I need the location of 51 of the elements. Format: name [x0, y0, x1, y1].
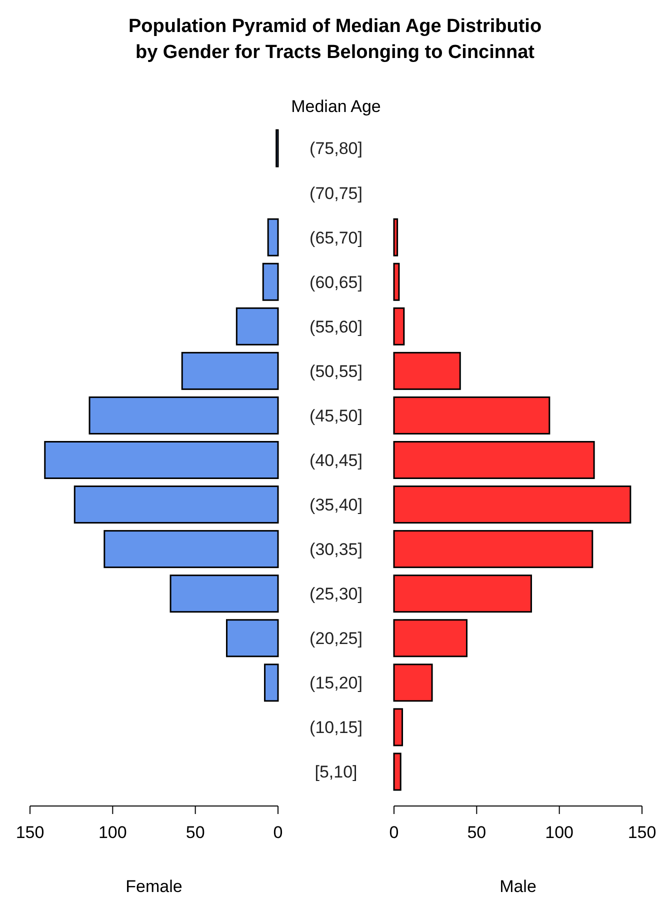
x-axis-title: Female	[126, 877, 182, 896]
bar	[393, 708, 404, 746]
y-tick-label: (30,35]	[310, 540, 362, 560]
x-tick-label: 50	[186, 823, 205, 842]
bar	[393, 262, 400, 301]
bar	[236, 307, 279, 346]
bar	[88, 396, 279, 434]
text: Population Pyramid of Median Age Distributio by Gender for Tracts Belonging to Cincinnat	[128, 16, 542, 63]
bar	[393, 664, 433, 702]
y-tick-label: (70,75]	[310, 184, 362, 203]
bar	[104, 530, 279, 568]
bar	[393, 752, 402, 791]
bar	[393, 486, 632, 524]
bar	[226, 619, 279, 658]
y-tick-label: [5,10]	[314, 762, 358, 782]
y-tick-label: (10,15]	[310, 718, 362, 738]
y-tick-label: (15,20]	[310, 674, 362, 693]
bar	[170, 574, 279, 613]
bar	[393, 619, 468, 658]
y-tick-label: (75,80]	[310, 139, 362, 158]
y-tick-label: (35,40]	[310, 495, 362, 514]
x-tick-label: 150	[628, 823, 656, 842]
bar	[181, 352, 279, 390]
y-tick-label: (25,30]	[310, 584, 362, 604]
x-tick-label: 0	[389, 823, 399, 842]
bar	[393, 218, 398, 256]
y-tick-label: (55,60]	[310, 317, 362, 336]
x-axis-title: Male	[500, 877, 536, 896]
bar	[44, 440, 279, 480]
bar	[264, 664, 279, 702]
y-tick-label: (50,55]	[310, 362, 362, 381]
y-tick-label: (20,25]	[310, 629, 362, 648]
y-tick-label: (40,45]	[310, 450, 362, 470]
y-tick-label: (45,50]	[310, 406, 362, 426]
x-tick-label: 150	[16, 823, 44, 842]
bar	[267, 218, 279, 256]
bar	[393, 440, 595, 480]
bar	[393, 574, 532, 613]
bar	[393, 396, 550, 434]
bar	[74, 486, 279, 524]
y-tick-label: (65,70]	[310, 228, 362, 248]
bar	[393, 307, 405, 346]
y-tick-label: (60,65]	[310, 272, 362, 292]
bar	[262, 262, 279, 301]
x-tick-label: 100	[98, 823, 127, 842]
x-tick-label: 0	[273, 823, 283, 842]
bar	[393, 530, 594, 568]
x-tick-label: 100	[545, 823, 574, 842]
bar	[393, 352, 461, 390]
y-axis-title: Median Age	[291, 97, 381, 116]
x-tick-label: 50	[467, 823, 486, 842]
